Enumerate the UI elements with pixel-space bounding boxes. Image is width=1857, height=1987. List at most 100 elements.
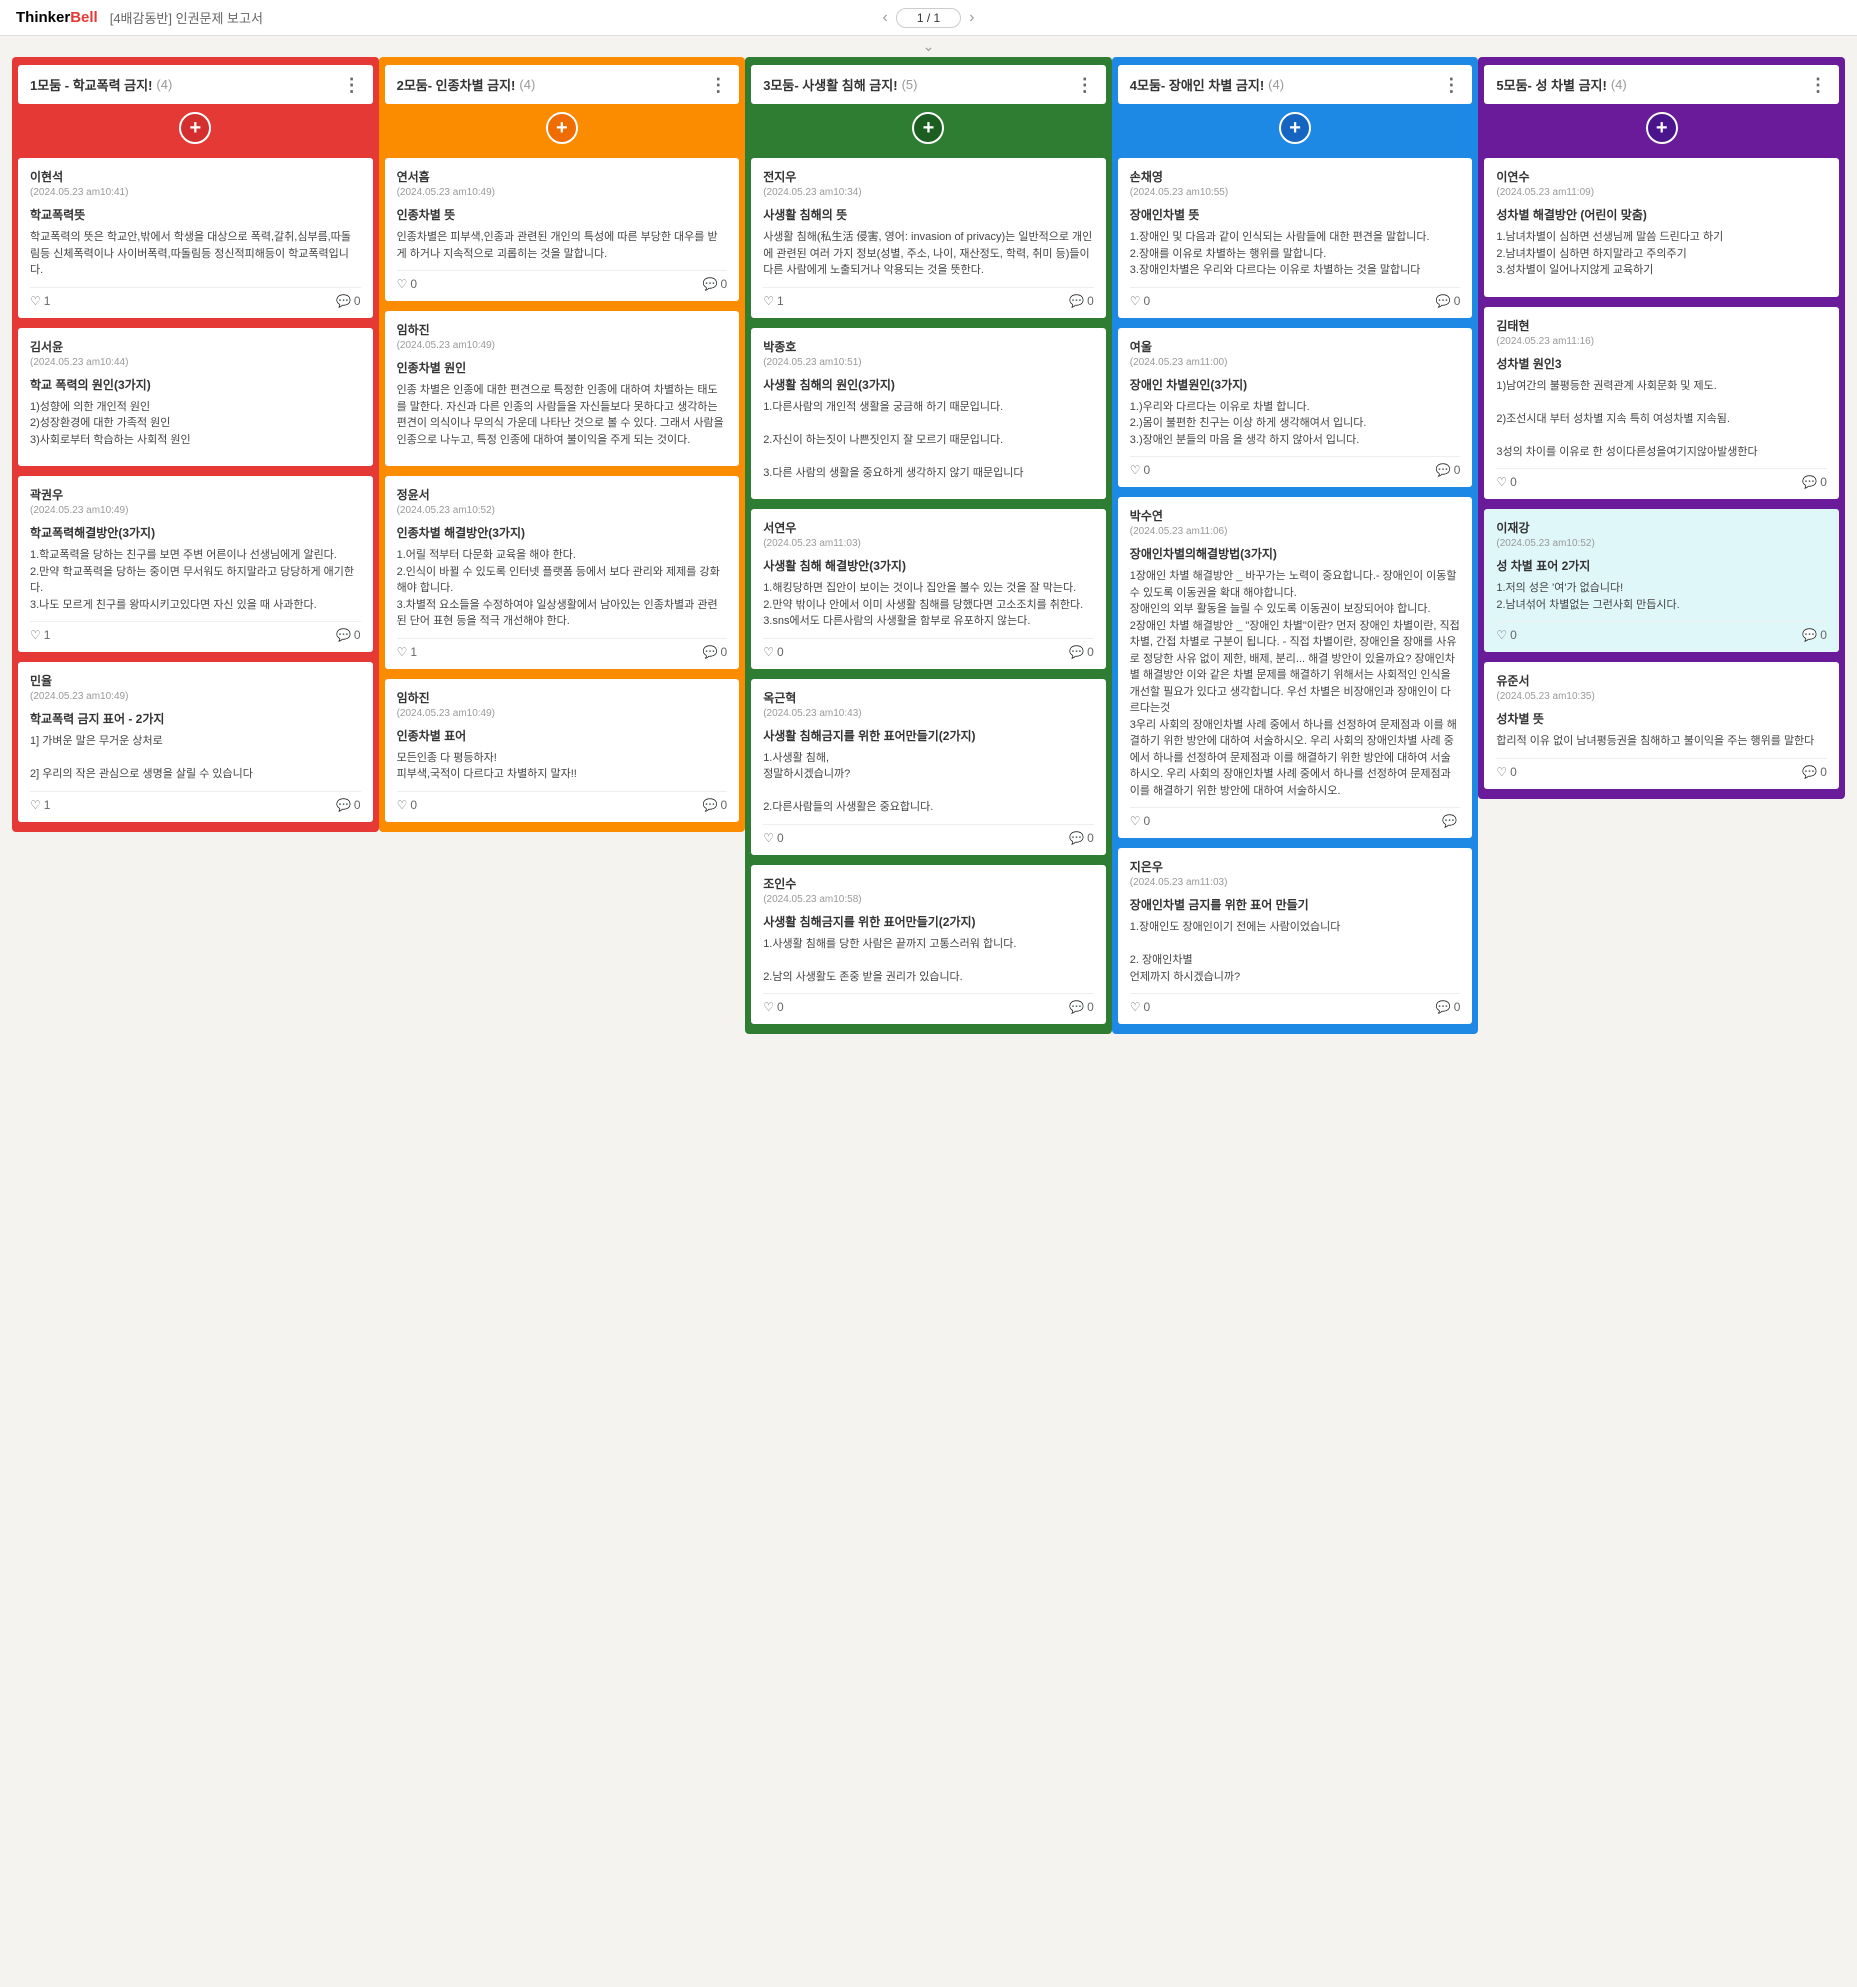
card-author: 박수연 [1130,507,1461,524]
like-button[interactable]: ♡0 [763,645,783,659]
card[interactable]: 임하진 (2024.05.23 am10:49) 인종차별 원인 인종 차별은 … [385,311,740,466]
comment-button[interactable]: 💬0 [1069,645,1094,659]
comment-button[interactable]: 💬 [1442,814,1460,828]
card[interactable]: 민율 (2024.05.23 am10:49) 학교폭력 금지 표어 - 2가지… [18,662,373,822]
comment-button[interactable]: 💬0 [703,645,728,659]
comment-button[interactable]: 💬0 [1802,765,1827,779]
add-card-wrapper: + [1484,112,1839,144]
column-menu-button[interactable]: ⋮ [343,76,361,94]
like-count: 1 [777,294,784,308]
like-button[interactable]: ♡1 [30,798,50,812]
card[interactable]: 김태현 (2024.05.23 am11:16) 성차별 원인3 1)남여간의 … [1484,307,1839,500]
like-button[interactable]: ♡0 [397,277,417,291]
card[interactable]: 임하진 (2024.05.23 am10:49) 인종차별 표어 모든인종 다 … [385,679,740,822]
like-button[interactable]: ♡0 [1130,814,1150,828]
comment-button[interactable]: 💬0 [703,798,728,812]
column-menu-button[interactable]: ⋮ [1442,76,1460,94]
card-author: 조인수 [763,875,1094,892]
like-button[interactable]: ♡1 [763,294,783,308]
card[interactable]: 김서윤 (2024.05.23 am10:44) 학교 폭력의 원인(3가지) … [18,328,373,467]
column-menu-button[interactable]: ⋮ [1076,76,1094,94]
card-body: 1.저의 성은 '여'가 없습니다! 2.남녀섞어 차별없는 그런사회 만듭시다… [1496,580,1827,613]
card-title: 사생활 침해의 원인(3가지) [763,376,1094,393]
card[interactable]: 지은우 (2024.05.23 am11:03) 장애인차별 금지를 위한 표어… [1118,848,1473,1024]
prev-page-button[interactable]: ‹ [882,9,887,27]
column-title: 2모둠- 인종차별 금지! [397,75,516,94]
like-button[interactable]: ♡0 [1496,628,1516,642]
card[interactable]: 조인수 (2024.05.23 am10:58) 사생활 침해금지를 위한 표어… [751,865,1106,1025]
column-count: (4) [156,77,172,92]
card-date: (2024.05.23 am10:35) [1496,691,1827,702]
card[interactable]: 연서흠 (2024.05.23 am10:49) 인종차별 뜻 인종차별은 피부… [385,158,740,301]
like-count: 0 [777,1000,784,1014]
like-button[interactable]: ♡0 [1130,294,1150,308]
comment-count: 0 [1087,645,1094,659]
add-card-wrapper: + [1118,112,1473,144]
card-body: 1.사생활 침해를 당한 사람은 끝까지 고통스러워 합니다. 2.남의 사생활… [763,936,1094,986]
like-button[interactable]: ♡0 [763,1000,783,1014]
card[interactable]: 이연수 (2024.05.23 am11:09) 성차별 해결방안 (어린이 맞… [1484,158,1839,297]
like-button[interactable]: ♡0 [1496,475,1516,489]
card[interactable]: 전지우 (2024.05.23 am10:34) 사생활 침해의 뜻 사생활 침… [751,158,1106,318]
card-footer: ♡0 💬0 [763,993,1094,1014]
card-title: 사생활 침해금지를 위한 표어만들기(2가지) [763,727,1094,744]
column-menu-button[interactable]: ⋮ [709,76,727,94]
like-count: 0 [1144,294,1151,308]
card-title: 학교폭력뜻 [30,206,361,223]
like-button[interactable]: ♡1 [30,628,50,642]
comment-icon: 💬 [1069,1000,1084,1014]
comment-button[interactable]: 💬0 [336,294,361,308]
add-card-button[interactable]: + [546,112,578,144]
comment-button[interactable]: 💬0 [336,798,361,812]
card[interactable]: 서연우 (2024.05.23 am11:03) 사생활 침해 해결방안(3가지… [751,509,1106,669]
like-count: 0 [410,798,417,812]
comment-button[interactable]: 💬0 [703,277,728,291]
comment-count: 0 [354,628,361,642]
comment-icon: 💬 [1802,765,1817,779]
like-count: 0 [777,831,784,845]
comment-button[interactable]: 💬0 [1802,475,1827,489]
like-button[interactable]: ♡1 [30,294,50,308]
add-card-button[interactable]: + [1279,112,1311,144]
card-date: (2024.05.23 am10:34) [763,187,1094,198]
like-button[interactable]: ♡0 [763,831,783,845]
card-title: 장애인차별 뜻 [1130,206,1461,223]
like-button[interactable]: ♡0 [1496,765,1516,779]
card[interactable]: 옥근혁 (2024.05.23 am10:43) 사생활 침해금지를 위한 표어… [751,679,1106,855]
expand-toggle[interactable]: ⌄ [0,36,1857,57]
like-button[interactable]: ♡0 [1130,463,1150,477]
card[interactable]: 손채영 (2024.05.23 am10:55) 장애인차별 뜻 1.장애인 및… [1118,158,1473,318]
card[interactable]: 정윤서 (2024.05.23 am10:52) 인종차별 해결방안(3가지) … [385,476,740,669]
comment-count: 0 [721,277,728,291]
add-card-button[interactable]: + [912,112,944,144]
comment-button[interactable]: 💬0 [1802,628,1827,642]
card-title: 인종차별 해결방안(3가지) [397,524,728,541]
comment-button[interactable]: 💬0 [1436,463,1461,477]
card-date: (2024.05.23 am10:51) [763,357,1094,368]
like-button[interactable]: ♡0 [1130,1000,1150,1014]
comment-button[interactable]: 💬0 [336,628,361,642]
card[interactable]: 여울 (2024.05.23 am11:00) 장애인 차별원인(3가지) 1.… [1118,328,1473,488]
card[interactable]: 이현석 (2024.05.23 am10:41) 학교폭력뜻 학교폭력의 뜻은 … [18,158,373,318]
card-title: 사생활 침해금지를 위한 표어만들기(2가지) [763,913,1094,930]
add-card-button[interactable]: + [179,112,211,144]
like-count: 0 [1144,463,1151,477]
card[interactable]: 박종호 (2024.05.23 am10:51) 사생활 침해의 원인(3가지)… [751,328,1106,500]
comment-icon: 💬 [336,628,351,642]
like-button[interactable]: ♡1 [397,645,417,659]
comment-button[interactable]: 💬0 [1069,831,1094,845]
column-menu-button[interactable]: ⋮ [1809,76,1827,94]
card[interactable]: 박수연 (2024.05.23 am11:06) 장애인차별의해결방법(3가지)… [1118,497,1473,838]
comment-button[interactable]: 💬0 [1069,294,1094,308]
comment-button[interactable]: 💬0 [1069,1000,1094,1014]
comment-button[interactable]: 💬0 [1436,1000,1461,1014]
like-count: 0 [1144,1000,1151,1014]
comment-button[interactable]: 💬0 [1436,294,1461,308]
add-card-button[interactable]: + [1646,112,1678,144]
like-button[interactable]: ♡0 [397,798,417,812]
column: 4모둠- 장애인 차별 금지! (4) ⋮ + 손채영 (2024.05.23 … [1112,57,1479,1034]
card[interactable]: 이재강 (2024.05.23 am10:52) 성 차별 표어 2가지 1.저… [1484,509,1839,652]
next-page-button[interactable]: › [969,9,974,27]
card[interactable]: 곽권우 (2024.05.23 am10:49) 학교폭력해결방안(3가지) 1… [18,476,373,652]
card[interactable]: 유준서 (2024.05.23 am10:35) 성차별 뜻 합리적 이유 없이… [1484,662,1839,789]
